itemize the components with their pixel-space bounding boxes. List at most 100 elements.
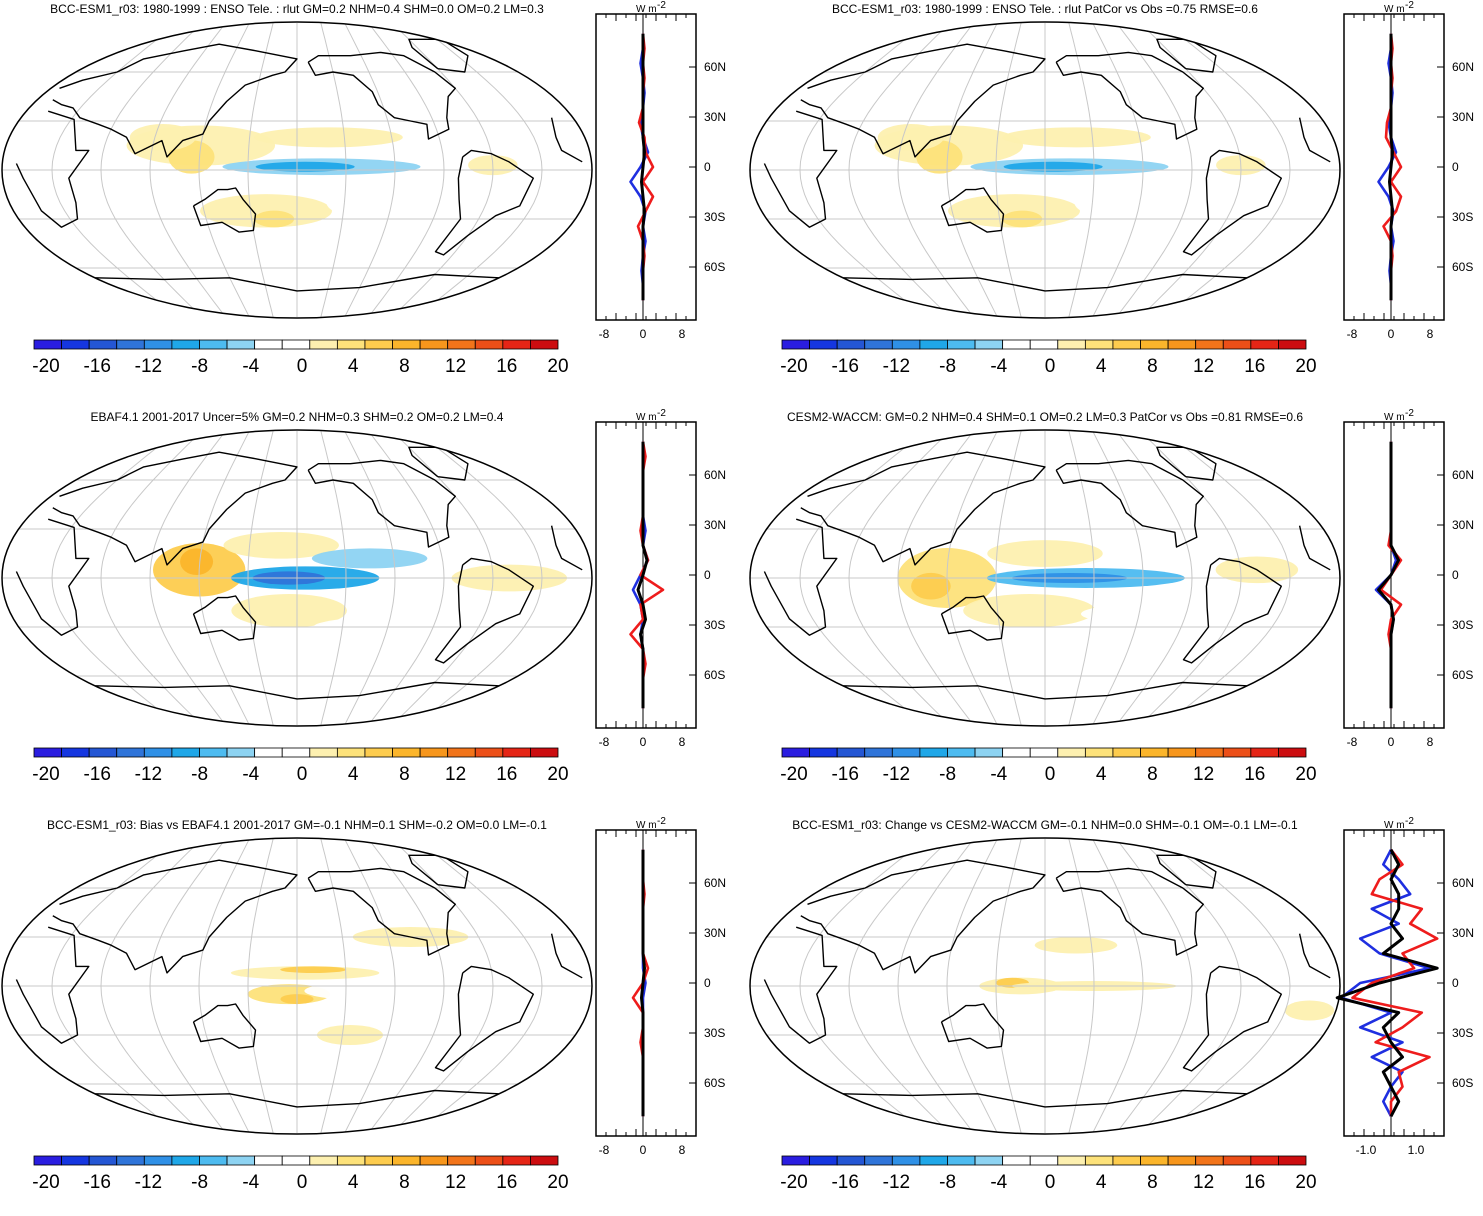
- anomaly-region: [311, 548, 428, 569]
- lat-label: 60S: [1452, 1076, 1473, 1090]
- colorbar-swatch: [891, 1155, 921, 1166]
- panel-title: BCC-ESM1_r03: 1980-1999 : ENSO Tele. : r…: [832, 2, 1258, 16]
- colorbar-swatch: [336, 747, 366, 758]
- anomaly-region: [231, 594, 347, 628]
- colorbar-swatch: [947, 747, 976, 758]
- colorbar-swatch: [836, 747, 866, 758]
- panel-4: CESM2-WACCM: GM=0.2 NHM=0.4 SHM=0.1 OM=0…: [748, 408, 1483, 808]
- zonal-series-red: [629, 441, 665, 709]
- zonal-tick-label: -8: [599, 735, 610, 749]
- anomaly-region: [1080, 603, 1213, 624]
- anomaly-region: [1164, 953, 1231, 970]
- colorbar-swatch: [1195, 747, 1224, 758]
- colorbar-swatch: [1112, 339, 1141, 350]
- unit-superscript: -2: [1405, 408, 1414, 419]
- coastline: [1182, 149, 1282, 256]
- panel-6: BCC-ESM1_r03: Change vs CESM2-WACCM GM=-…: [748, 816, 1483, 1216]
- colorbar: -20 -16 -12 -8 -4 0 4 8 12 16 20: [32, 339, 569, 377]
- zonal-mean-plot: W m -2 60N 30N 0 30S 60S -8 0 8: [595, 816, 726, 1157]
- colorbar-swatch: [974, 339, 1004, 350]
- colorbar-swatch: [336, 339, 366, 350]
- lat-label: 60N: [1452, 876, 1474, 890]
- colorbar-label: 8: [1147, 1172, 1158, 1193]
- unit-superscript: -2: [657, 816, 666, 827]
- meridian-line: [344, 838, 396, 1134]
- lat-label: 60N: [1452, 60, 1474, 74]
- coastline: [1182, 965, 1282, 1072]
- coastline: [307, 459, 456, 548]
- lat-label: 30N: [704, 518, 726, 532]
- colorbar-swatch: [1195, 339, 1224, 350]
- colorbar-label: -12: [883, 1172, 910, 1193]
- meridian-line: [1140, 838, 1242, 1134]
- colorbar-swatch: [781, 1155, 810, 1166]
- anomaly-region: [922, 989, 989, 1016]
- colorbar-swatch: [974, 1155, 1004, 1166]
- colorbar-label: -20: [32, 356, 59, 377]
- colorbar-swatch: [171, 339, 200, 350]
- meridian-line: [392, 838, 494, 1134]
- colorbar-swatch: [171, 747, 200, 758]
- meridian-line: [415, 430, 543, 726]
- colorbar-label: 16: [496, 356, 517, 377]
- zonal-frame: [595, 421, 697, 729]
- colorbar-label: -8: [939, 356, 956, 377]
- unit-label: W m: [636, 412, 657, 423]
- unit-superscript: -2: [657, 408, 666, 419]
- colorbar: -20 -16 -12 -8 -4 0 4 8 12 16 20: [780, 339, 1317, 377]
- colorbar-label: 8: [1147, 764, 1158, 785]
- meridian-line: [392, 22, 494, 318]
- colorbar-swatch: [254, 339, 283, 350]
- map-border: [749, 21, 1341, 319]
- coastline: [307, 51, 456, 140]
- colorbar-swatch: [33, 1155, 62, 1166]
- colorbar-swatch: [61, 1155, 90, 1166]
- colorbar-swatch: [364, 747, 393, 758]
- colorbar-label: 0: [1045, 356, 1056, 377]
- colorbar-swatch: [281, 1155, 311, 1166]
- colorbar-swatch: [530, 339, 559, 350]
- colorbar-swatch: [336, 1155, 366, 1166]
- map: [1, 429, 593, 727]
- colorbar-swatch: [1278, 1155, 1307, 1166]
- meridian-line: [247, 838, 274, 1134]
- zonal-tick-label: 8: [1427, 327, 1434, 341]
- colorbar-swatch: [919, 339, 948, 350]
- colorbar-label: -4: [242, 764, 259, 785]
- colorbar-swatch: [502, 339, 531, 350]
- meridian-line: [848, 430, 950, 726]
- zonal-series-red: [1351, 848, 1439, 1117]
- coastline: [434, 557, 534, 664]
- meridian-line: [946, 838, 998, 1134]
- colorbar-label: 8: [399, 764, 410, 785]
- zonal-tick-label: 0: [1388, 735, 1395, 749]
- panel-title: CESM2-WACCM: GM=0.2 NHM=0.4 SHM=0.1 OM=0…: [786, 410, 1304, 424]
- colorbar-swatch: [1222, 339, 1252, 350]
- meridian-line: [946, 22, 998, 318]
- unit-label: W m: [1384, 4, 1405, 15]
- meridian-line: [897, 430, 974, 726]
- colorbar-swatch: [419, 1155, 449, 1166]
- colorbar-swatch: [1140, 747, 1169, 758]
- colorbar: -20 -16 -12 -8 -4 0 4 8 12 16 20: [780, 1155, 1317, 1193]
- colorbar-label: -8: [191, 764, 208, 785]
- colorbar-swatch: [974, 747, 1004, 758]
- meridian-line: [1092, 430, 1144, 726]
- colorbar-label: 16: [496, 764, 517, 785]
- map-border: [749, 837, 1341, 1135]
- meridian-line: [995, 838, 1022, 1134]
- colorbar-label: -4: [990, 1172, 1007, 1193]
- lat-label: 60N: [704, 60, 726, 74]
- colorbar-swatch: [1029, 1155, 1059, 1166]
- colorbar-label: -8: [191, 356, 208, 377]
- colorbar-swatch: [530, 747, 559, 758]
- lat-label: 30S: [704, 210, 725, 224]
- zonal-tick-label: -8: [1347, 735, 1358, 749]
- colorbar-swatch: [88, 1155, 118, 1166]
- lat-label: 0: [1452, 976, 1459, 990]
- colorbar-swatch: [281, 747, 311, 758]
- coastline: [843, 273, 1247, 292]
- anomaly-region: [142, 944, 242, 995]
- zonal-frame: [1343, 13, 1445, 321]
- anomaly-region: [877, 124, 944, 151]
